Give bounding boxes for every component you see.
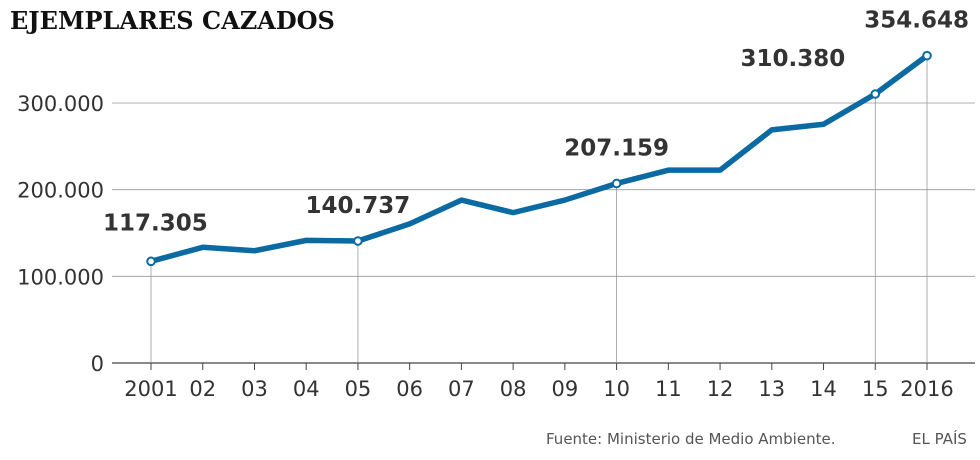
- data-label: 354.648: [864, 8, 969, 34]
- x-tick-label: 02: [189, 377, 216, 401]
- grid-layer: [112, 102, 975, 364]
- x-tick-label: 2001: [124, 377, 177, 401]
- x-tick-label: 12: [707, 377, 734, 401]
- x-tick-label: 13: [758, 377, 785, 401]
- y-tick-label: 200.000: [17, 179, 104, 203]
- x-axis: 2001 02 03 04 05 06 07 08 09 10 11 12 13 14 15 2016: [124, 363, 954, 401]
- point-layer: [146, 50, 932, 267]
- x-tick-label: 08: [500, 377, 527, 401]
- data-label: 310.380: [741, 46, 846, 72]
- y-axis: 0 100.000 200.000 300.000: [17, 92, 104, 376]
- x-tick-label: 11: [655, 377, 682, 401]
- y-tick-label: 0: [91, 352, 104, 376]
- data-point: [146, 256, 156, 267]
- series-line: [148, 52, 930, 265]
- x-tick-label: 10: [603, 377, 630, 401]
- chart-title: EJEMPLARES CAZADOS: [10, 6, 335, 35]
- data-point: [922, 50, 932, 61]
- series-layer: [148, 52, 930, 265]
- x-tick-label: 15: [862, 377, 889, 401]
- data-label: 207.159: [564, 135, 669, 161]
- data-point: [353, 236, 363, 246]
- data-point: [870, 89, 881, 99]
- x-tick-label: 03: [241, 377, 268, 401]
- data-label: 140.737: [306, 193, 411, 219]
- y-tick-label: 300.000: [17, 92, 104, 116]
- x-tick-label: 09: [551, 377, 578, 401]
- x-tick-label: 05: [345, 377, 372, 401]
- data-labels: 117.305 140.737 207.159 310.380 354.648: [103, 8, 969, 237]
- x-tick-label: 04: [293, 377, 320, 401]
- x-tick-label: 2016: [900, 377, 953, 401]
- data-label: 117.305: [103, 210, 208, 236]
- data-point: [611, 178, 622, 189]
- source-note: Fuente: Ministerio de Medio Ambiente.: [546, 430, 835, 448]
- x-tick-label: 07: [448, 377, 475, 401]
- brand-logo: EL PAÍS: [912, 429, 967, 448]
- x-tick-label: 06: [396, 377, 423, 401]
- y-tick-label: 100.000: [17, 265, 104, 289]
- x-tick-label: 14: [810, 377, 837, 401]
- drop-lines: [150, 55, 928, 363]
